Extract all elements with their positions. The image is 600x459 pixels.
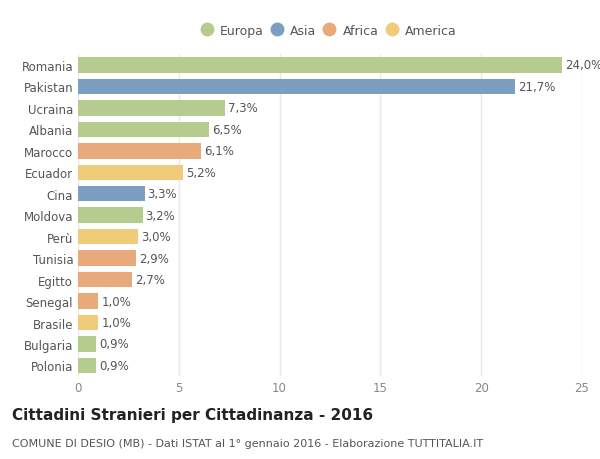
Text: 5,2%: 5,2%: [186, 167, 215, 179]
Text: 3,3%: 3,3%: [148, 188, 177, 201]
Bar: [78, 165, 183, 180]
Bar: [78, 294, 98, 309]
Text: 1,0%: 1,0%: [101, 295, 131, 308]
Bar: [78, 230, 139, 245]
Bar: [78, 144, 201, 159]
Bar: [78, 336, 96, 352]
Text: 7,3%: 7,3%: [228, 102, 258, 115]
Bar: [78, 315, 98, 330]
Bar: [78, 272, 133, 288]
Bar: [78, 123, 209, 138]
Text: 6,1%: 6,1%: [204, 145, 234, 158]
Text: 24,0%: 24,0%: [565, 59, 600, 72]
Legend: Europa, Asia, Africa, America: Europa, Asia, Africa, America: [201, 23, 459, 41]
Text: 2,7%: 2,7%: [136, 274, 166, 286]
Text: Cittadini Stranieri per Cittadinanza - 2016: Cittadini Stranieri per Cittadinanza - 2…: [12, 408, 373, 422]
Text: 1,0%: 1,0%: [101, 316, 131, 329]
Bar: [78, 58, 562, 73]
Bar: [78, 79, 515, 95]
Text: 21,7%: 21,7%: [518, 81, 556, 94]
Text: 3,0%: 3,0%: [142, 231, 171, 244]
Text: 0,9%: 0,9%: [99, 359, 129, 372]
Text: 6,5%: 6,5%: [212, 123, 242, 136]
Bar: [78, 358, 96, 373]
Text: COMUNE DI DESIO (MB) - Dati ISTAT al 1° gennaio 2016 - Elaborazione TUTTITALIA.I: COMUNE DI DESIO (MB) - Dati ISTAT al 1° …: [12, 438, 483, 448]
Bar: [78, 101, 225, 116]
Text: 2,9%: 2,9%: [139, 252, 169, 265]
Bar: [78, 187, 145, 202]
Text: 3,2%: 3,2%: [146, 209, 175, 222]
Bar: [78, 251, 136, 266]
Bar: [78, 208, 143, 224]
Text: 0,9%: 0,9%: [99, 338, 129, 351]
